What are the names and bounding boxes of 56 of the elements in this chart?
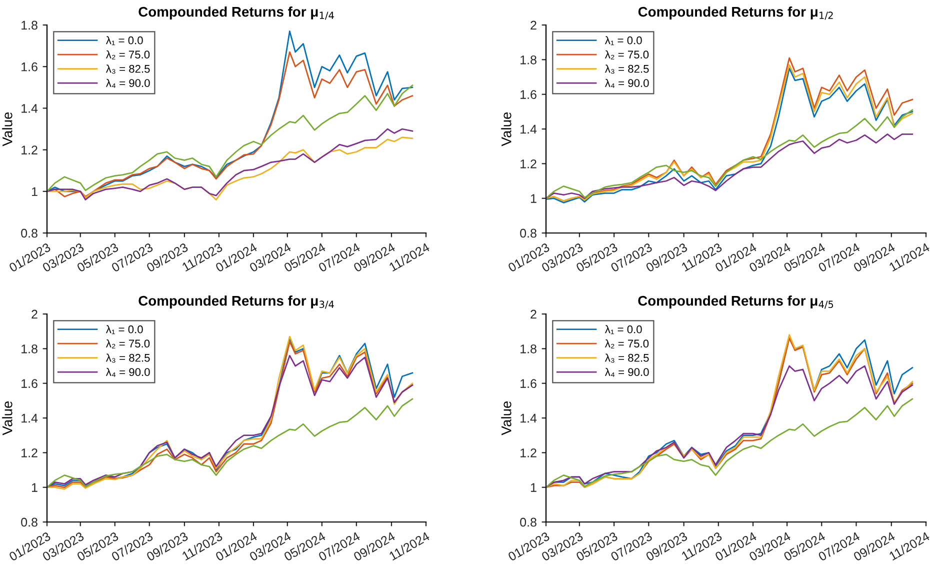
y-tick-label: 1.2: [520, 159, 536, 168]
y-tick-label: 1.4: [22, 104, 38, 113]
legend-label: λ₂ = 75.0: [604, 50, 649, 60]
y-tick-label: 2: [530, 20, 536, 30]
y-tick-label: 1.2: [22, 146, 38, 154]
y-tick-label: 1.6: [22, 62, 38, 72]
y-tick-label: 0.8: [520, 228, 536, 238]
y-tick-label: 1.2: [520, 448, 536, 458]
legend-label: λ₃ = 82.5: [106, 64, 150, 74]
y-tick-label: 2: [530, 310, 536, 319]
legend-label: λ₂ = 75.0: [106, 339, 150, 348]
y-tick-label: 1.8: [520, 55, 536, 64]
chart-title: Compounded Returns for μ$_{4/5}$: [638, 296, 834, 309]
line-series: [546, 134, 914, 200]
line-series: [546, 109, 914, 200]
chart-title: Compounded Returns for μ$_{3/4}$: [138, 296, 334, 309]
line-series: [546, 365, 914, 488]
y-axis-title: Value: [501, 112, 512, 146]
legend-label: λ₄ = 90.0: [106, 368, 150, 377]
legend-label: λ₂ = 75.0: [604, 339, 649, 348]
y-tick-label: 1.4: [22, 414, 38, 423]
legend-label: λ₃ = 82.5: [604, 64, 649, 74]
y-axis-title: Value: [2, 112, 12, 146]
y-axis-title: Value: [501, 401, 512, 436]
chart-title: Compounded Returns for μ$_{1/4}$: [138, 6, 334, 20]
legend-label: λ₁ = 0.0: [106, 36, 143, 46]
y-tick-label: 1.6: [520, 90, 536, 99]
y-tick-label: 1: [32, 187, 38, 196]
y-tick-label: 1: [530, 483, 536, 492]
legend-label: λ₄ = 90.0: [604, 368, 649, 377]
y-tick-label: 1.8: [520, 344, 536, 354]
y-axis-title: Value: [2, 401, 12, 436]
y-tick-label: 1.8: [22, 20, 38, 30]
y-tick-label: 1.4: [520, 124, 537, 134]
y-tick-label: 1.2: [22, 448, 38, 458]
y-tick-label: 0.8: [21, 228, 38, 238]
y-tick-label: 1.4: [520, 414, 537, 423]
legend-label: λ₁ = 0.0: [604, 36, 642, 46]
chart-title: Compounded Returns for μ$_{1/2}$: [638, 6, 833, 20]
legend-label: λ₄ = 90.0: [604, 78, 649, 88]
y-tick-label: 1: [530, 194, 536, 203]
legend-label: λ₄ = 90.0: [106, 78, 150, 88]
line-series: [47, 398, 414, 488]
y-tick-label: 1.6: [520, 379, 536, 388]
legend-label: λ₁ = 0.0: [106, 325, 143, 334]
legend-label: λ₁ = 0.0: [604, 325, 642, 334]
y-tick-label: 1: [32, 483, 38, 492]
y-tick-label: 2: [32, 310, 38, 319]
y-tick-label: 1.6: [22, 379, 38, 388]
legend-label: λ₃ = 82.5: [604, 354, 649, 363]
legend-label: λ₂ = 75.0: [106, 50, 150, 60]
y-tick-label: 0.8: [21, 518, 38, 527]
y-tick-label: 1.8: [22, 344, 38, 354]
line-series: [546, 398, 914, 488]
legend-label: λ₃ = 82.5: [106, 354, 150, 363]
y-tick-label: 0.8: [520, 518, 536, 527]
